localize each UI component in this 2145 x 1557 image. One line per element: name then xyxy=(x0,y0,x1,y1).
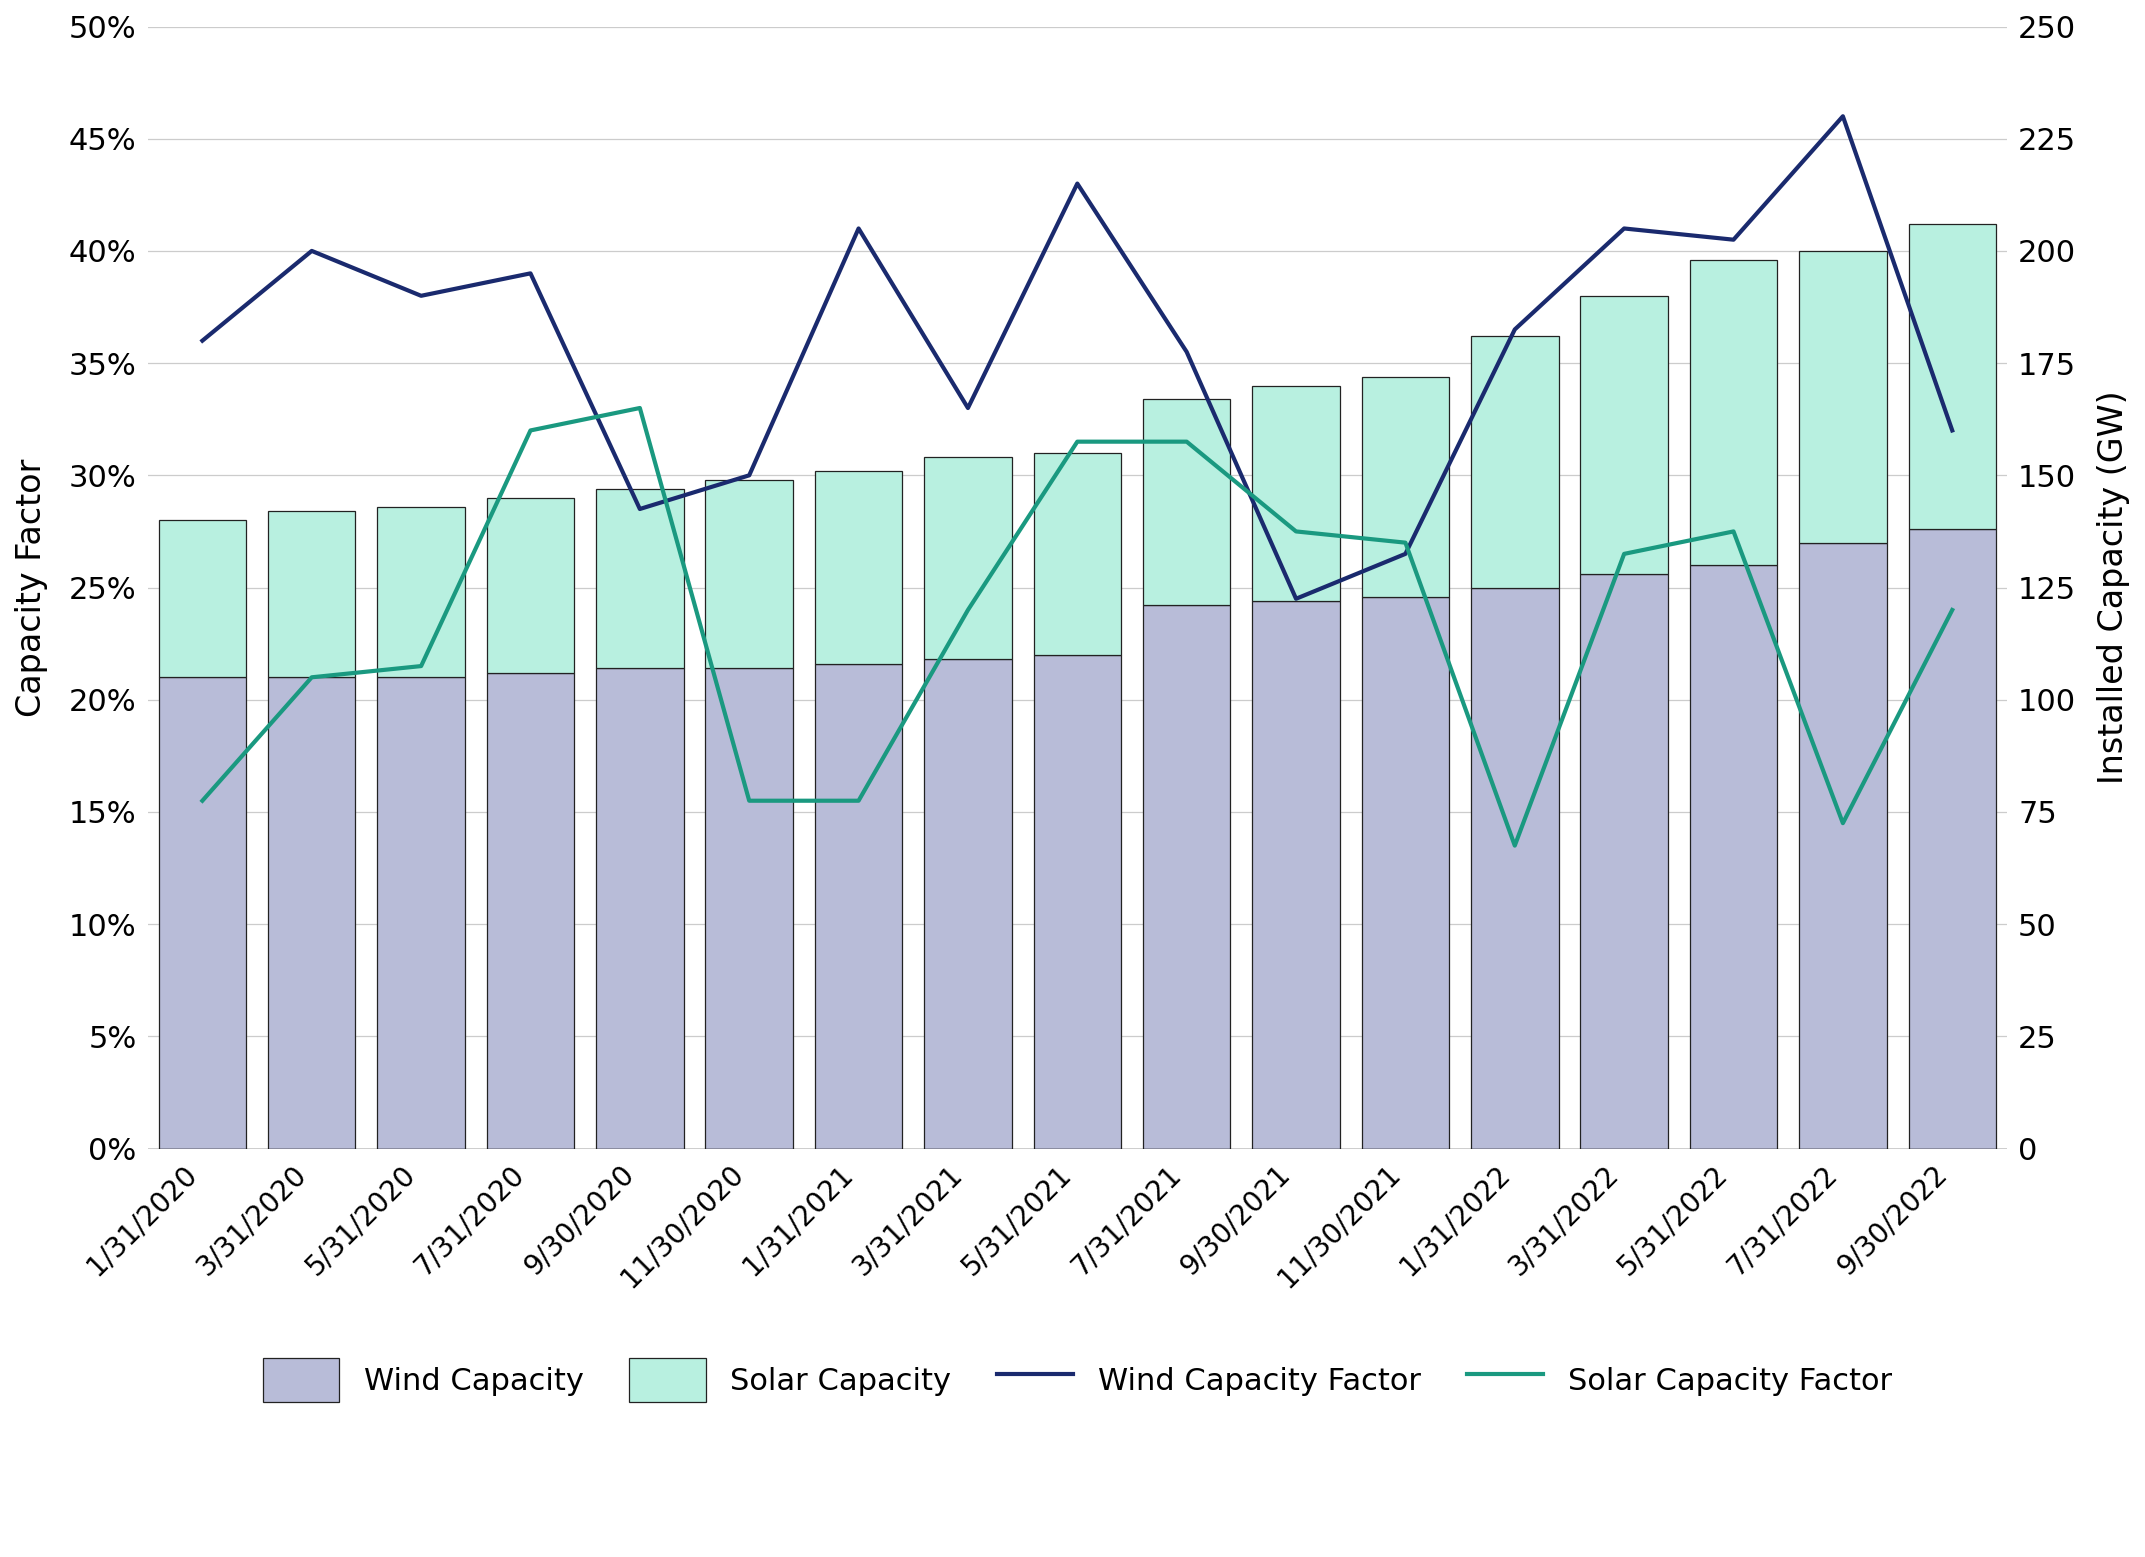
Bar xyxy=(378,677,465,1149)
Bar xyxy=(596,668,684,1149)
Bar xyxy=(815,470,903,663)
Bar xyxy=(378,506,465,677)
Bar xyxy=(706,480,794,668)
Bar xyxy=(159,677,247,1149)
Bar xyxy=(1471,587,1559,1149)
Bar xyxy=(1143,606,1231,1149)
Bar xyxy=(1253,386,1341,601)
Bar xyxy=(1909,224,1997,529)
Bar xyxy=(1143,399,1231,606)
Legend: Wind Capacity, Solar Capacity, Wind Capacity Factor, Solar Capacity Factor: Wind Capacity, Solar Capacity, Wind Capa… xyxy=(251,1347,1905,1414)
Bar xyxy=(1034,453,1122,655)
Bar xyxy=(1909,529,1997,1149)
Bar xyxy=(1800,543,1888,1149)
Bar xyxy=(1253,601,1341,1149)
Bar xyxy=(487,498,575,673)
Bar xyxy=(924,659,1012,1149)
Bar xyxy=(924,458,1012,659)
Bar xyxy=(1362,377,1450,596)
Bar xyxy=(706,668,794,1149)
Y-axis label: Capacity Factor: Capacity Factor xyxy=(15,458,47,716)
Bar xyxy=(596,489,684,668)
Bar xyxy=(159,520,247,677)
Bar xyxy=(1581,296,1669,575)
Bar xyxy=(1471,336,1559,587)
Bar xyxy=(268,511,356,677)
Bar xyxy=(487,673,575,1149)
Bar xyxy=(1690,565,1778,1149)
Bar xyxy=(268,677,356,1149)
Bar xyxy=(1581,575,1669,1149)
Bar xyxy=(1362,596,1450,1149)
Bar xyxy=(1800,251,1888,543)
Y-axis label: Installed Capacity (GW): Installed Capacity (GW) xyxy=(2098,391,2130,785)
Bar xyxy=(1034,655,1122,1149)
Bar xyxy=(1690,260,1778,565)
Bar xyxy=(815,663,903,1149)
